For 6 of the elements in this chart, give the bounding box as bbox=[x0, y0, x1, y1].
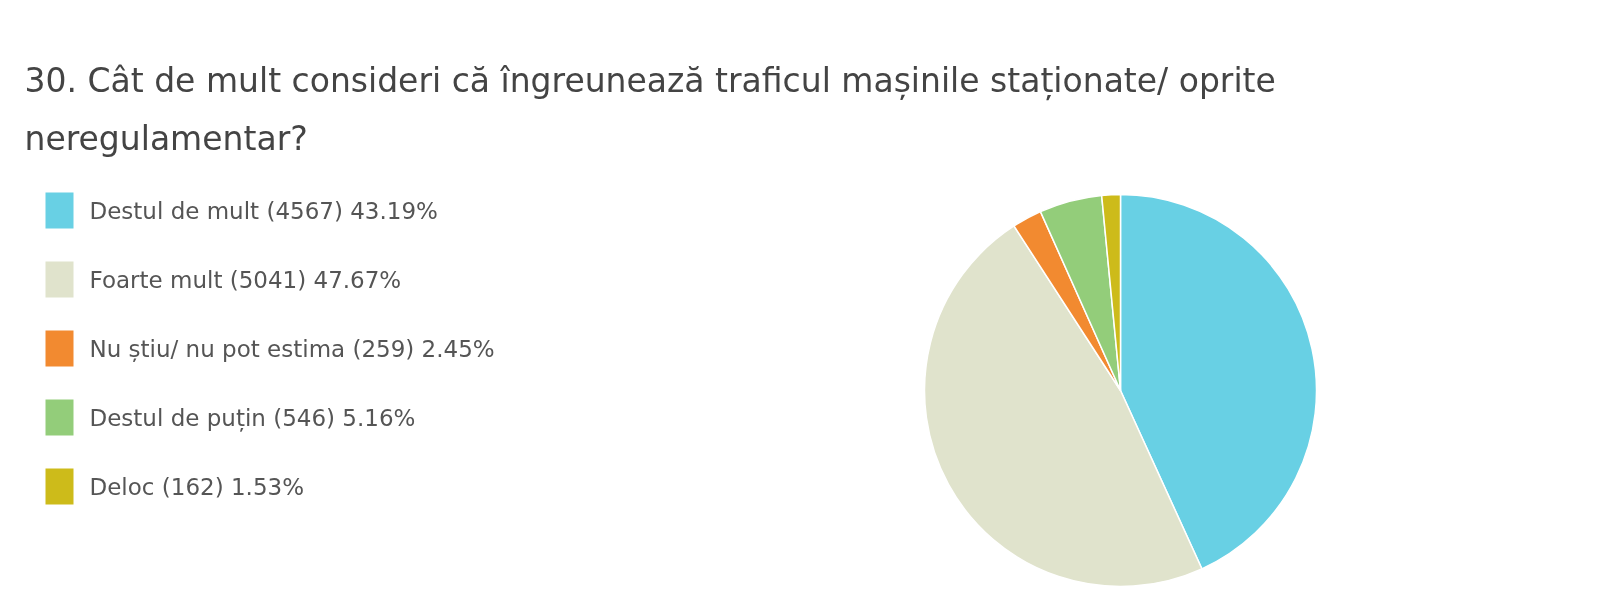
legend-label: Nu știu/ nu pot estima (259) 2.45% bbox=[89, 335, 495, 362]
legend-label: Destul de mult (4567) 43.19% bbox=[89, 197, 438, 224]
legend-label: Deloc (162) 1.53% bbox=[89, 473, 305, 500]
chart-title: 30. Cât de mult consideri că îngreunează traficul mașinile staționate/ oprite neregulamentar? bbox=[24, 61, 1276, 158]
legend-label: Foarte mult (5041) 47.67% bbox=[89, 266, 402, 293]
legend-label: Destul de puțin (546) 5.16% bbox=[89, 404, 416, 432]
